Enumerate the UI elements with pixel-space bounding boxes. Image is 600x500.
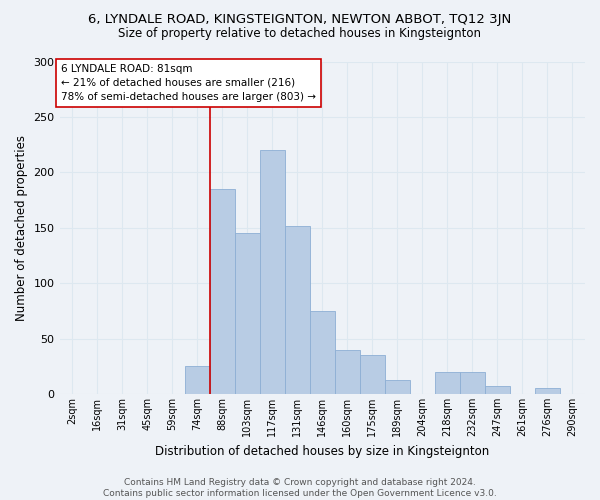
Bar [385,380,410,394]
Bar [285,226,310,394]
X-axis label: Distribution of detached houses by size in Kingsteignton: Distribution of detached houses by size … [155,444,490,458]
Bar [460,372,485,394]
Text: 6, LYNDALE ROAD, KINGSTEIGNTON, NEWTON ABBOT, TQ12 3JN: 6, LYNDALE ROAD, KINGSTEIGNTON, NEWTON A… [88,12,512,26]
Text: 6 LYNDALE ROAD: 81sqm
← 21% of detached houses are smaller (216)
78% of semi-det: 6 LYNDALE ROAD: 81sqm ← 21% of detached … [61,64,316,102]
Bar [435,372,460,394]
Text: Contains HM Land Registry data © Crown copyright and database right 2024.
Contai: Contains HM Land Registry data © Crown c… [103,478,497,498]
Bar [310,311,335,394]
Bar [260,150,285,394]
Bar [185,366,209,394]
Text: Size of property relative to detached houses in Kingsteignton: Size of property relative to detached ho… [119,28,482,40]
Bar [485,386,510,394]
Bar [235,234,260,394]
Bar [209,189,235,394]
Bar [360,355,385,394]
Bar [335,350,360,394]
Y-axis label: Number of detached properties: Number of detached properties [15,135,28,321]
Bar [535,388,560,394]
